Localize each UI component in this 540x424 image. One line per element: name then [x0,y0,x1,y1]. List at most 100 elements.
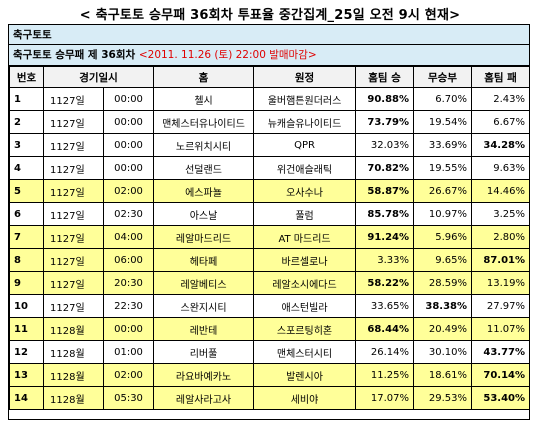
row-number: 9 [9,271,44,295]
match-date: 1128월 [43,340,104,364]
home-team: 헤타페 [153,248,255,272]
col-header-away: 원정 [253,66,357,88]
table-row: 3 1127일 00:00 노르위치시티 QPR 32.03% 33.69% 34.28% [9,133,531,157]
home-lose-rate: 27.97% [471,294,531,318]
home-win-rate: 90.88% [355,87,415,111]
home-lose-rate: 14.46% [471,179,531,203]
home-lose-rate: 70.14% [471,363,531,387]
match-time: 02:00 [102,179,155,203]
home-lose-rate: 53.40% [471,386,531,410]
draw-rate: 28.59% [413,271,473,295]
home-lose-rate: 87.01% [471,248,531,272]
away-team: 레알소시에다드 [253,271,357,295]
row-number: 6 [9,202,44,226]
draw-rate: 18.61% [413,363,473,387]
home-win-rate: 91.24% [355,225,415,249]
home-team: 에스파뇰 [153,179,255,203]
col-header-home-win: 홈팀 승 [355,66,415,88]
table-row: 12 1128월 01:00 리버풀 맨체스터시티 26.14% 30.10% 43.77% [9,340,531,364]
table-row: 8 1127일 06:00 헤타페 바르셀로나 3.33% 9.65% 87.01% [9,248,531,272]
match-date: 1127일 [43,87,104,111]
row-number: 12 [9,340,44,364]
home-team: 맨체스터유나이티드 [153,110,255,134]
match-time: 02:00 [102,363,155,387]
home-lose-rate: 2.43% [471,87,531,111]
draw-rate: 9.65% [413,248,473,272]
row-number: 14 [9,386,44,410]
away-team: 오사수나 [253,179,357,203]
vote-table-frame: 축구토토 축구토토 승무패 제 36회차 <2011. 11.26 (토) 22… [8,24,531,420]
vote-rate-table: 번호 경기일시 홈 원정 홈팀 승 무승부 홈팀 패 1 1127일 00:00 첼시… [9,66,531,410]
match-date: 1127일 [43,179,104,203]
table-row: 2 1127일 00:00 맨체스터유나이티드 뉴캐슬유나이티드 73.79% 19.54%… [9,110,531,134]
table-header-row: 번호 경기일시 홈 원정 홈팀 승 무승부 홈팀 패 [9,66,531,88]
table-row: 7 1127일 04:00 레알마드리드 AT 마드리드 91.24% 5.96% 2.80% [9,225,531,249]
col-header-home: 홈 [153,66,255,88]
match-time: 01:00 [102,340,155,364]
match-time: 00:00 [102,110,155,134]
draw-rate: 26.67% [413,179,473,203]
home-lose-rate: 34.28% [471,133,531,157]
round-subtitle: 축구토토 승무패 제 36회차 <2011. 11.26 (토) 22:00 발… [9,45,529,66]
draw-rate: 6.70% [413,87,473,111]
match-date: 1127일 [43,156,104,180]
draw-rate: 19.55% [413,156,473,180]
page-title: < 축구토토 승무패 36회차 투표율 중간집계_25일 오전 9시 현재> [79,8,461,23]
home-win-rate: 26.14% [355,340,415,364]
away-team: 발렌시아 [253,363,357,387]
home-win-rate: 70.82% [355,156,415,180]
away-team: 애스턴빌라 [253,294,357,318]
away-team: 뉴캐슬유나이티드 [253,110,357,134]
row-number: 2 [9,110,44,134]
home-win-rate: 58.22% [355,271,415,295]
away-team: 위건애슬래틱 [253,156,357,180]
home-win-rate: 33.65% [355,294,415,318]
home-team: 선덜랜드 [153,156,255,180]
match-date: 1127일 [43,294,104,318]
home-lose-rate: 11.07% [471,317,531,341]
away-team: QPR [253,133,357,157]
away-team: 울버햄튼원더러스 [253,87,357,111]
home-lose-rate: 9.63% [471,156,531,180]
home-win-rate: 3.33% [355,248,415,272]
row-number: 7 [9,225,44,249]
home-lose-rate: 2.80% [471,225,531,249]
row-number: 11 [9,317,44,341]
home-lose-rate: 43.77% [471,340,531,364]
home-team: 레알사라고사 [153,386,255,410]
deadline-text: <2011. 11.26 (토) 22:00 발매마감> [138,49,317,61]
row-number: 3 [9,133,44,157]
home-lose-rate: 3.25% [471,202,531,226]
home-team: 라요바예카노 [153,363,255,387]
match-time: 00:00 [102,317,155,341]
away-team: AT 마드리드 [253,225,357,249]
row-number: 13 [9,363,44,387]
match-date: 1127일 [43,271,104,295]
table-row: 5 1127일 02:00 에스파뇰 오사수나 58.87% 26.67% 14.46% [9,179,531,203]
home-win-rate: 68.44% [355,317,415,341]
draw-rate: 38.38% [413,294,473,318]
table-row: 13 1128월 02:00 라요바예카노 발렌시아 11.25% 18.61% 70.14% [9,363,531,387]
match-date: 1128월 [43,363,104,387]
draw-rate: 30.10% [413,340,473,364]
home-team: 레알마드리드 [153,225,255,249]
match-time: 00:00 [102,133,155,157]
match-date: 1127일 [43,133,104,157]
draw-rate: 33.69% [413,133,473,157]
home-lose-rate: 13.19% [471,271,531,295]
draw-rate: 20.49% [413,317,473,341]
match-date: 1127일 [43,225,104,249]
col-header-datetime: 경기일시 [42,66,155,88]
home-win-rate: 85.78% [355,202,415,226]
table-row: 10 1127일 22:30 스완지시티 애스턴빌라 33.65% 38.38% 27.97% [9,294,531,318]
away-team: 바르셀로나 [253,248,357,272]
away-team: 풀럼 [253,202,357,226]
table-row: 9 1127일 20:30 레알베티스 레알소시에다드 58.22% 28.59% 13.19… [9,271,531,295]
home-team: 리버풀 [153,340,255,364]
col-header-home-lose: 홈팀 패 [471,66,531,88]
draw-rate: 29.53% [413,386,473,410]
home-team: 아스날 [153,202,255,226]
draw-rate: 10.97% [413,202,473,226]
home-win-rate: 11.25% [355,363,415,387]
match-date: 1127일 [43,248,104,272]
